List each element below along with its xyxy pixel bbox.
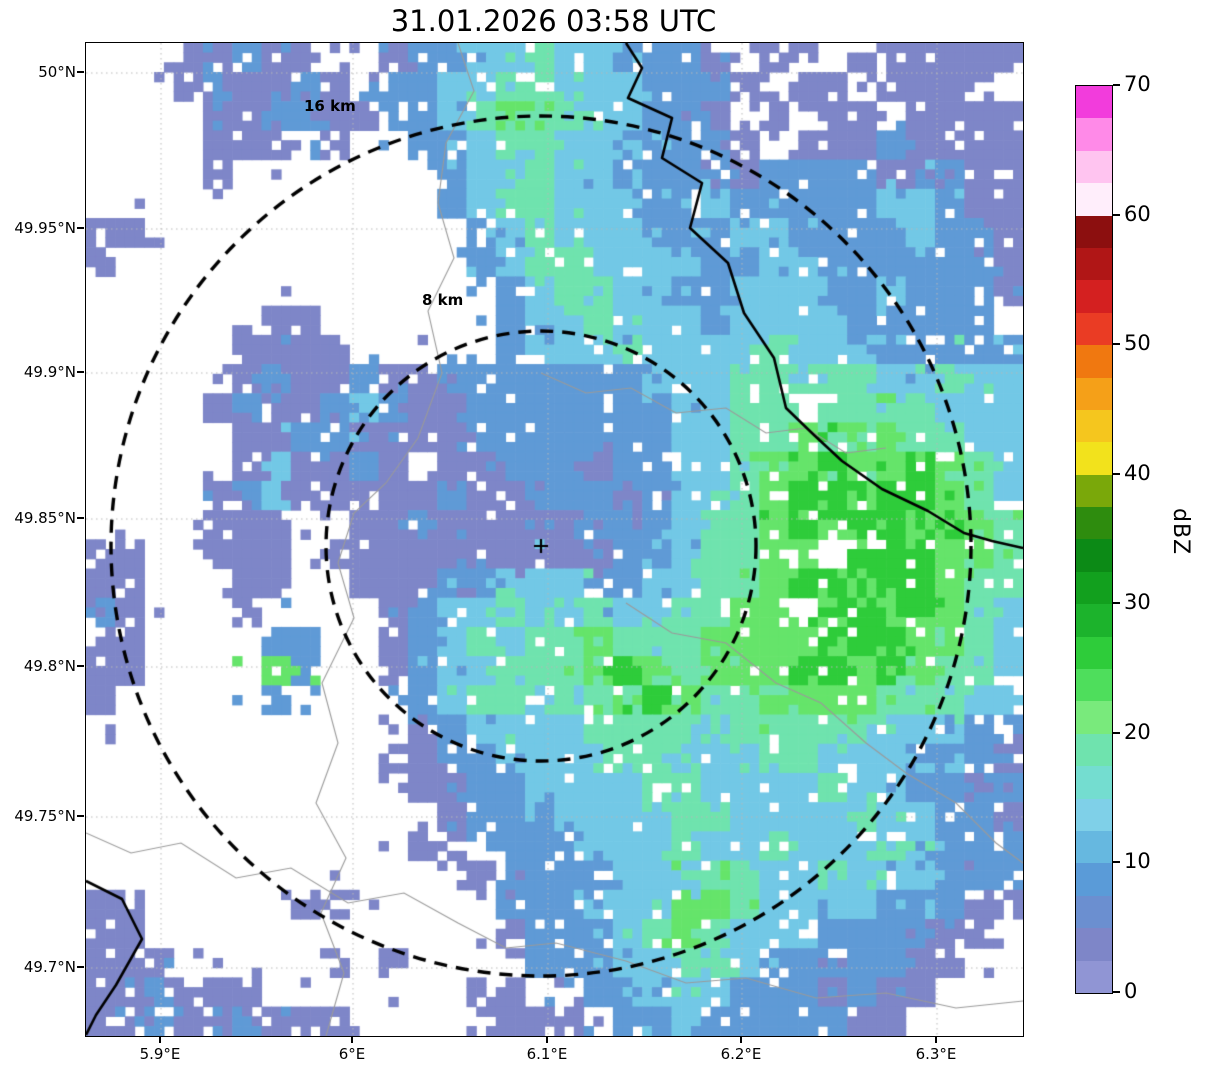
colorbar-segment <box>1076 539 1112 572</box>
y-tick-label: 49.75°N <box>14 807 76 825</box>
colorbar-segment <box>1076 118 1112 151</box>
y-tick-mark <box>77 966 84 968</box>
x-tick-label: 6.3°E <box>915 1045 957 1063</box>
range-ring-label-8km: 8 km <box>422 291 464 309</box>
y-tick-label: 49.9°N <box>23 363 76 381</box>
colorbar-segment <box>1076 377 1112 410</box>
colorbar-tick-mark <box>1113 731 1120 734</box>
colorbar-segment <box>1076 636 1112 670</box>
y-tick-mark <box>77 371 84 373</box>
colorbar-tick-label: 20 <box>1124 719 1151 744</box>
colorbar-tick-mark <box>1113 472 1120 475</box>
colorbar-tick-mark <box>1113 602 1120 605</box>
y-tick-label: 49.8°N <box>23 657 76 675</box>
range-ring-label-16km: 16 km <box>304 97 356 115</box>
y-tick-label: 49.85°N <box>14 509 76 527</box>
colorbar-segment <box>1076 247 1112 281</box>
y-tick-mark <box>77 665 84 667</box>
colorbar-segment <box>1076 507 1112 540</box>
x-tick-label: 6.1°E <box>526 1045 568 1063</box>
x-tick-label: 6.2°E <box>720 1045 762 1063</box>
colorbar-tick-mark <box>1113 84 1120 86</box>
map-plot-area: 16 km 8 km <box>85 42 1024 1037</box>
colorbar-segment <box>1076 409 1112 443</box>
colorbar-tick-mark <box>1113 343 1120 346</box>
colorbar-segment <box>1076 474 1112 508</box>
colorbar <box>1075 85 1113 994</box>
colorbar-segment <box>1076 280 1112 313</box>
colorbar-segment <box>1076 895 1112 929</box>
y-tick-mark <box>77 71 84 73</box>
colorbar-segment <box>1076 766 1112 799</box>
colorbar-tick-label: 10 <box>1124 849 1151 874</box>
colorbar-segment <box>1076 863 1112 896</box>
colorbar-segment <box>1076 733 1112 767</box>
x-tick-mark <box>546 1036 548 1043</box>
colorbar-segment <box>1076 442 1112 475</box>
colorbar-tick-mark <box>1113 861 1120 864</box>
y-tick-mark <box>77 227 84 229</box>
colorbar-segment <box>1076 604 1112 637</box>
colorbar-segment <box>1076 830 1112 864</box>
colorbar-segment <box>1076 312 1112 346</box>
colorbar-tick-label: 40 <box>1124 460 1151 485</box>
colorbar-segment <box>1076 798 1112 831</box>
colorbar-tick-label: 60 <box>1124 201 1151 226</box>
colorbar-segment <box>1076 669 1112 702</box>
colorbar-tick-label: 0 <box>1124 979 1138 1003</box>
colorbar-tick-mark <box>1113 991 1120 993</box>
x-tick-label: 5.9°E <box>139 1045 181 1063</box>
x-tick-mark <box>159 1036 161 1043</box>
x-tick-label: 6°E <box>338 1045 366 1063</box>
colorbar-segment <box>1076 86 1112 119</box>
radar-reflectivity-canvas <box>86 43 1023 1036</box>
x-tick-mark <box>351 1036 353 1043</box>
colorbar-tick-label: 70 <box>1124 72 1151 96</box>
colorbar-segment <box>1076 701 1112 734</box>
colorbar-segment <box>1076 345 1112 378</box>
colorbar-segment <box>1076 571 1112 605</box>
y-tick-label: 49.7°N <box>23 958 76 976</box>
colorbar-tick-label: 30 <box>1124 590 1151 615</box>
y-tick-mark <box>77 517 84 519</box>
x-tick-mark <box>740 1036 742 1043</box>
colorbar-segment <box>1076 150 1112 184</box>
colorbar-tick-mark <box>1113 213 1120 216</box>
x-tick-mark <box>935 1036 937 1043</box>
y-tick-mark <box>77 815 84 817</box>
y-tick-label: 49.95°N <box>14 219 76 237</box>
plot-title: 31.01.2026 03:58 UTC <box>390 4 717 38</box>
colorbar-segment <box>1076 928 1112 961</box>
colorbar-segment <box>1076 183 1112 216</box>
colorbar-gradient <box>1076 86 1112 993</box>
colorbar-segment <box>1076 215 1112 248</box>
colorbar-tick-label: 50 <box>1124 331 1151 356</box>
colorbar-segment <box>1076 960 1112 993</box>
colorbar-unit-label: dBZ <box>1168 508 1193 556</box>
y-tick-label: 50°N <box>38 63 76 81</box>
